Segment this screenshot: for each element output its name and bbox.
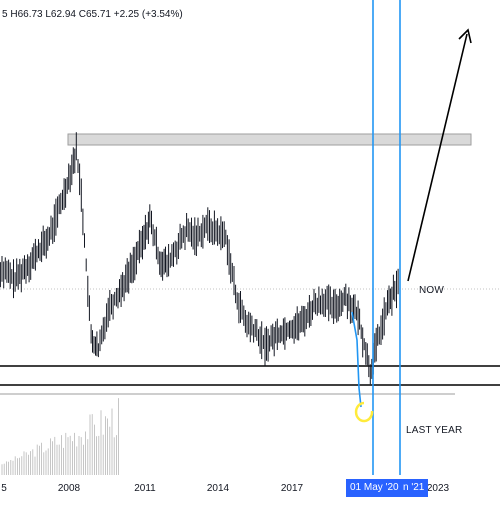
x-tick-label: 5 [1,483,7,494]
trend-arrow-line[interactable] [407,33,468,282]
now-label[interactable]: NOW [419,285,445,296]
x-marker-label-2021[interactable]: n '21 [399,479,429,497]
ohlc-change: +2.25 (+3.54%) [113,9,183,20]
x-tick-label: 2008 [57,483,81,494]
ohlc-legend: 5 H66.73 L62.94 C65.71 +2.25 (+3.54%) [2,9,183,20]
ohlc-high: H66.73 [10,9,43,20]
ohlc-low: L62.94 [45,9,76,20]
ohlc-close: C65.71 [78,9,111,20]
x-tick-label: 2017 [280,483,304,494]
x-marker-label-may-2020[interactable]: 01 May '20 [346,479,403,497]
x-tick-label: 2023 [426,483,450,494]
trend-arrow-head[interactable] [458,28,472,44]
dip-annotation-line[interactable] [351,311,362,408]
last-year-label[interactable]: LAST YEAR [406,425,463,436]
volume-bars [1,398,119,475]
price-series [0,132,399,385]
time-axis[interactable]: 5 2008 2011 2014 2017 2023 01 May '20 n … [0,475,500,500]
circle-annotation[interactable] [354,401,374,423]
ohlc-leading-fragment: 5 [2,9,8,20]
x-tick-label: 2014 [206,483,230,494]
resistance-zone[interactable] [67,133,472,146]
x-tick-label: 2011 [134,483,156,494]
